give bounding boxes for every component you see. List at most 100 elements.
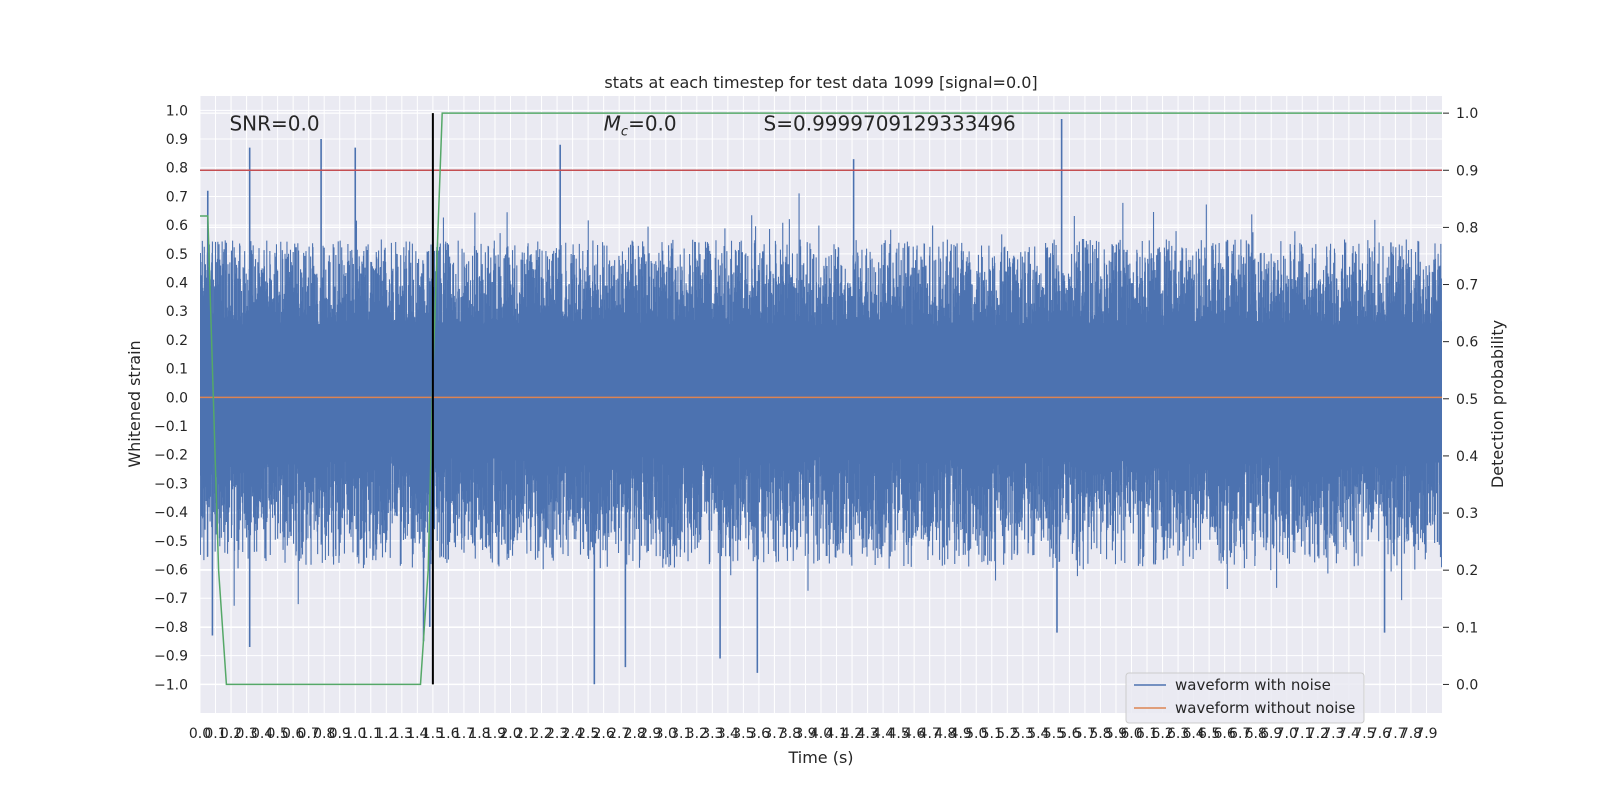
x-tick-label: 6.0 xyxy=(1120,726,1142,742)
x-tick-label: 5.5 xyxy=(1043,726,1065,742)
x-tick-label: 0.3 xyxy=(235,726,257,742)
y-tick-label: 0.9 xyxy=(166,132,188,148)
x-tick-label: 0.7 xyxy=(298,726,320,742)
y2-tick-label: 0.1 xyxy=(1456,620,1478,636)
x-tick-label: 1.9 xyxy=(484,726,506,742)
x-tick-label: 1.5 xyxy=(422,726,444,742)
y-tick-label: 0.7 xyxy=(166,189,188,205)
y-tick-label: −1.0 xyxy=(154,677,188,693)
x-tick-label: 5.2 xyxy=(996,726,1018,742)
annotation-1: Mc=0.0 xyxy=(604,111,677,139)
legend: waveform with noise waveform without noi… xyxy=(1125,672,1365,724)
annotations: SNR=0.0 Mc=0.0 S=0.9999709129333496 xyxy=(229,111,1015,139)
x-tick-label: 3.4 xyxy=(717,726,739,742)
x-tick-label: 6.4 xyxy=(1182,726,1204,742)
x-tick-label: 4.2 xyxy=(841,726,863,742)
x-tick-label: 6.8 xyxy=(1245,726,1267,742)
y-tick-label: −0.3 xyxy=(154,476,188,492)
x-tick-label: 0.5 xyxy=(266,726,288,742)
x-tick-label: 5.0 xyxy=(965,726,987,742)
y-tick-label: 1.0 xyxy=(166,103,188,119)
x-tick-label: 3.5 xyxy=(732,726,754,742)
x-tick-label: 2.7 xyxy=(608,726,630,742)
y-tick-label: −0.7 xyxy=(154,591,188,607)
y2-tick-label: 0.6 xyxy=(1456,335,1478,351)
x-tick-label: 5.1 xyxy=(981,726,1003,742)
x-tick-label: 2.4 xyxy=(561,726,583,742)
x-axis-ticks: 0.00.10.20.30.40.50.60.70.80.91.01.11.21… xyxy=(189,726,1438,742)
x-tick-label: 7.2 xyxy=(1307,726,1329,742)
x-tick-label: 1.1 xyxy=(360,726,382,742)
x-tick-label: 4.3 xyxy=(856,726,878,742)
y-tick-label: −0.2 xyxy=(154,448,188,464)
y-tick-label: −0.4 xyxy=(154,505,188,521)
x-tick-label: 0.4 xyxy=(251,726,273,742)
y-tick-label: 0.0 xyxy=(166,390,188,406)
y-tick-label: −0.5 xyxy=(154,534,188,550)
x-tick-label: 3.2 xyxy=(686,726,708,742)
y-tick-label: −0.8 xyxy=(154,620,188,636)
x-tick-label: 2.6 xyxy=(593,726,615,742)
x-tick-label: 4.1 xyxy=(825,726,847,742)
x-tick-label: 7.5 xyxy=(1353,726,1375,742)
chart-title: stats at each timestep for test data 109… xyxy=(604,73,1037,92)
legend-label-clean: waveform without noise xyxy=(1175,699,1355,717)
y-tick-label: 0.5 xyxy=(166,247,188,263)
x-tick-label: 2.1 xyxy=(515,726,537,742)
x-tick-label: 7.9 xyxy=(1415,726,1437,742)
x-tick-label: 4.6 xyxy=(903,726,925,742)
y2-tick-label: 0.7 xyxy=(1456,278,1478,294)
x-tick-label: 7.3 xyxy=(1322,726,1344,742)
x-tick-label: 7.7 xyxy=(1384,726,1406,742)
x-tick-label: 2.0 xyxy=(499,726,521,742)
x-tick-label: 7.6 xyxy=(1369,726,1391,742)
x-tick-label: 2.9 xyxy=(639,726,661,742)
y-tick-label: 0.3 xyxy=(166,304,188,320)
x-tick-label: 2.2 xyxy=(530,726,552,742)
x-tick-label: 6.2 xyxy=(1151,726,1173,742)
x-tick-label: 1.3 xyxy=(391,726,413,742)
x-tick-label: 5.9 xyxy=(1105,726,1127,742)
y2-axis-ticks: 0.0 0.1 0.2 0.3 0.4 0.5 0.6 0.7 0.8 0.9 1.0 xyxy=(1443,106,1478,693)
x-tick-label: 2.5 xyxy=(577,726,599,742)
y2-tick-label: 1.0 xyxy=(1456,106,1478,122)
y2-tick-label: 0.4 xyxy=(1456,449,1478,465)
y2-axis-label: Detection probability xyxy=(1488,320,1507,488)
x-tick-label: 1.8 xyxy=(468,726,490,742)
y-axis-label: Whitened strain xyxy=(125,340,144,467)
y-tick-label: 0.4 xyxy=(166,276,188,292)
x-tick-label: 0.6 xyxy=(282,726,304,742)
x-tick-label: 3.8 xyxy=(779,726,801,742)
x-tick-label: 6.5 xyxy=(1198,726,1220,742)
y-tick-label: 0.6 xyxy=(166,218,188,234)
annotation-0: SNR=0.0 xyxy=(229,111,319,135)
y-tick-label: −0.9 xyxy=(154,649,188,665)
legend-label-noise: waveform with noise xyxy=(1175,676,1331,694)
x-tick-label: 5.6 xyxy=(1058,726,1080,742)
x-tick-label: 0.1 xyxy=(204,726,226,742)
y2-tick-label: 0.0 xyxy=(1456,677,1478,693)
x-tick-label: 1.6 xyxy=(437,726,459,742)
x-tick-label: 4.9 xyxy=(950,726,972,742)
x-tick-label: 5.3 xyxy=(1012,726,1034,742)
y2-tick-label: 0.5 xyxy=(1456,392,1478,408)
x-tick-label: 4.7 xyxy=(919,726,941,742)
y2-tick-label: 0.2 xyxy=(1456,563,1478,579)
y-tick-label: 0.1 xyxy=(166,362,188,378)
x-axis-label: Time (s) xyxy=(787,748,853,767)
series-waveform-with-noise xyxy=(200,118,1442,685)
x-tick-label: 6.6 xyxy=(1214,726,1236,742)
x-tick-label: 5.4 xyxy=(1027,726,1049,742)
x-tick-label: 1.2 xyxy=(375,726,397,742)
x-tick-label: 5.8 xyxy=(1089,726,1111,742)
x-tick-label: 4.4 xyxy=(872,726,894,742)
x-tick-label: 4.5 xyxy=(887,726,909,742)
x-tick-label: 2.8 xyxy=(624,726,646,742)
x-tick-label: 6.7 xyxy=(1229,726,1251,742)
x-tick-label: 6.9 xyxy=(1260,726,1282,742)
x-tick-label: 0.8 xyxy=(313,726,335,742)
x-tick-label: 7.1 xyxy=(1291,726,1313,742)
x-tick-label: 3.0 xyxy=(655,726,677,742)
x-tick-label: 0.9 xyxy=(329,726,351,742)
